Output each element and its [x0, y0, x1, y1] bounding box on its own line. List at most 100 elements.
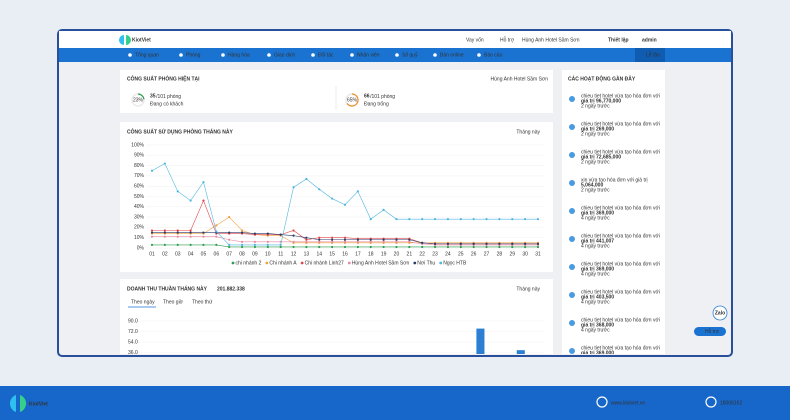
data-point [446, 245, 450, 249]
data-point [331, 238, 334, 241]
nav-item[interactable]: Phòng [186, 52, 201, 58]
activity-text: xin vừa tạo hóa đơn với giá trị [581, 177, 648, 183]
nav-item[interactable]: Nhân viên [357, 52, 380, 58]
gauge-arc [131, 93, 145, 107]
support-label[interactable]: Hỗ trợ [705, 328, 720, 335]
footer-brand: KiotViet [29, 401, 48, 407]
y-tick-label: 90% [134, 153, 145, 159]
data-point [176, 229, 179, 232]
room-count: 66 [364, 93, 370, 99]
header-item[interactable]: admin [642, 37, 657, 43]
legend-label: Chi nhánh A [269, 260, 297, 266]
tab[interactable]: Theo giờ [163, 299, 184, 305]
data-point [292, 234, 295, 237]
data-point [524, 218, 527, 221]
data-point [395, 240, 398, 243]
activity-icon [569, 264, 575, 270]
data-point [305, 177, 308, 181]
x-tick-label: 10 [265, 251, 271, 257]
header-item[interactable]: Thiết lập [608, 36, 629, 43]
activity-text: chieu tiet hotel vừa tạo hóa đơn với [581, 121, 660, 127]
footer-logo [9, 395, 27, 412]
nav-item[interactable]: Sổ quỹ [402, 51, 418, 58]
globe-icon [596, 396, 608, 408]
x-tick-label: 26 [471, 251, 477, 257]
header-item[interactable]: Hỗ trợ [500, 36, 515, 43]
revenue-total: 201.882.338 [217, 286, 245, 292]
x-tick-label: 16 [342, 251, 348, 257]
data-point [176, 235, 179, 238]
nav-item[interactable]: Giao dịch [274, 52, 295, 58]
data-point [305, 240, 308, 243]
data-point [292, 245, 295, 249]
nav-icon [477, 53, 481, 57]
tab[interactable]: Theo thứ [192, 299, 213, 305]
period-select[interactable]: Tháng này [516, 286, 540, 292]
data-point [240, 245, 244, 249]
x-tick-label: 01 [149, 251, 155, 257]
x-tick-label: 27 [484, 251, 490, 257]
y-tick-label: 80% [134, 163, 145, 169]
data-point [189, 199, 192, 202]
nav-icon [433, 53, 437, 57]
x-tick-label: 15 [329, 251, 335, 257]
nav-item[interactable]: Báo cáo [484, 52, 503, 58]
data-point [343, 203, 347, 206]
data-point [292, 186, 295, 189]
activity-text: chieu tiet hotel vừa tạo hóa đơn với [581, 93, 660, 99]
data-point [202, 235, 205, 238]
nav-icon [350, 53, 354, 57]
support-button[interactable] [694, 327, 726, 336]
data-point [163, 231, 166, 234]
nav-item[interactable]: Hàng hóa [228, 52, 250, 58]
gauge-arc [345, 93, 359, 107]
header-item[interactable]: Hùng Anh Hotel Sầm Sơn [522, 37, 580, 43]
data-point [408, 238, 411, 241]
data-point [189, 229, 192, 232]
x-tick-label: 21 [407, 251, 413, 257]
x-tick-label: 24 [445, 251, 451, 257]
data-point [215, 230, 218, 233]
header-item[interactable]: Vay vốn [466, 37, 484, 43]
legend-swatch [439, 261, 443, 265]
legend-label: Ngọc HTB [443, 260, 467, 266]
activity-value: giá trị 96,770,000 [581, 98, 621, 104]
activity-time: 4 ngày trước [581, 327, 610, 333]
nav-item[interactable]: Đối tác [318, 52, 334, 58]
data-point [343, 245, 347, 249]
zalo-button[interactable] [712, 305, 728, 321]
y-tick-label: 70% [134, 173, 145, 179]
data-point [485, 242, 488, 245]
branch-link[interactable]: Hùng Anh Hotel Sầm Sơn [491, 76, 549, 82]
zalo-label[interactable]: Zalo [715, 310, 725, 316]
activity-icon [569, 180, 575, 186]
activity-value: giá trị 269,000 [581, 126, 614, 132]
data-point [408, 218, 411, 221]
data-point [536, 218, 540, 221]
data-point [343, 240, 347, 243]
data-point [253, 232, 257, 235]
data-point [524, 242, 527, 245]
tab[interactable]: Theo ngày [131, 299, 155, 305]
legend-swatch [300, 261, 304, 265]
data-point [279, 243, 282, 247]
activity-time: 4 ngày trước [581, 299, 610, 305]
period-select[interactable]: Tháng này [516, 129, 540, 135]
data-point [228, 231, 231, 234]
legend-label: chi nhánh 2 [236, 260, 262, 266]
data-point [395, 238, 398, 241]
y-tick-label: 50% [134, 194, 145, 200]
nav-item[interactable]: Bán online [440, 52, 464, 58]
activity-value: giá trị 368,000 [581, 322, 614, 328]
x-tick-label: 23 [432, 251, 438, 257]
reception-tab[interactable] [635, 48, 665, 62]
nav-item[interactable]: Tổng quan [135, 51, 159, 58]
reception-label[interactable]: Lễ tân [646, 51, 660, 58]
data-point [150, 231, 154, 234]
data-point [433, 242, 437, 245]
activity-icon [569, 292, 575, 298]
data-point [176, 190, 179, 193]
room-total: /101 phòng [156, 94, 181, 100]
data-point [369, 240, 372, 243]
data-point [253, 240, 257, 243]
